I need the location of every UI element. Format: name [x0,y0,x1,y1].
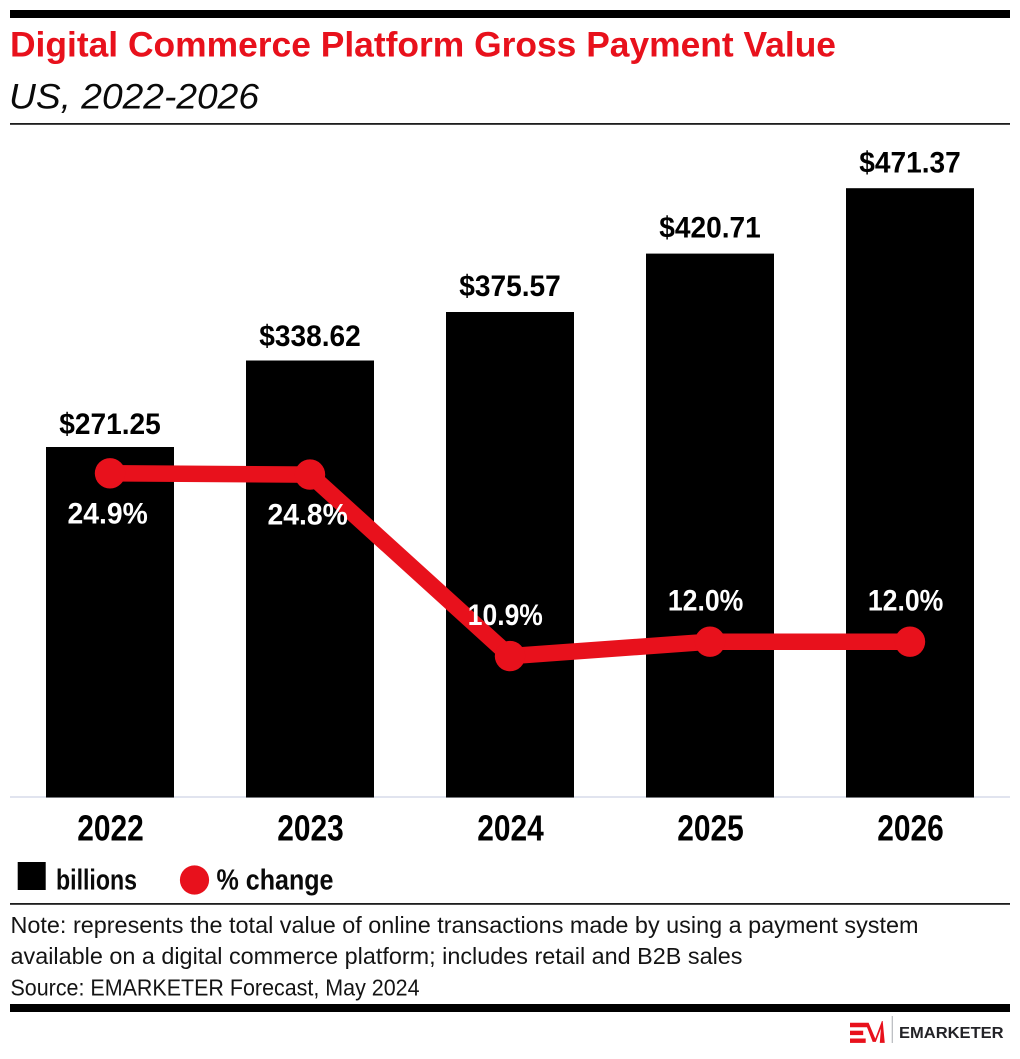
svg-text:2025: 2025 [677,808,744,849]
svg-text:$271.25: $271.25 [59,408,161,441]
svg-text:12.0%: 12.0% [868,585,944,618]
svg-text:Note: represents the total val: Note: represents the total value of onli… [11,912,919,938]
svg-text:available on a digital commerc: available on a digital commerce platform… [11,943,743,969]
svg-text:2026: 2026 [877,808,944,849]
svg-text:$420.71: $420.71 [659,211,761,244]
svg-text:$375.57: $375.57 [459,270,561,303]
svg-text:24.9%: 24.9% [68,497,148,530]
svg-text:10.9%: 10.9% [468,599,543,632]
svg-text:24.8%: 24.8% [268,499,348,532]
svg-text:% change: % change [217,865,334,897]
svg-text:12.0%: 12.0% [668,585,744,618]
svg-text:2023: 2023 [277,808,344,849]
svg-text:Digital Commerce Platform Gros: Digital Commerce Platform Gross Payment … [10,26,836,65]
svg-text:$471.37: $471.37 [859,147,961,180]
svg-text:$338.62: $338.62 [259,320,361,353]
svg-text:US, 2022-2026: US, 2022-2026 [9,78,260,117]
svg-text:billions: billions [56,865,137,897]
svg-text:2024: 2024 [477,808,544,849]
svg-text:EMARKETER: EMARKETER [899,1025,1004,1042]
svg-text:2022: 2022 [77,808,144,849]
svg-text:Source: EMARKETER Forecast, Ma: Source: EMARKETER Forecast, May 2024 [11,975,420,1001]
